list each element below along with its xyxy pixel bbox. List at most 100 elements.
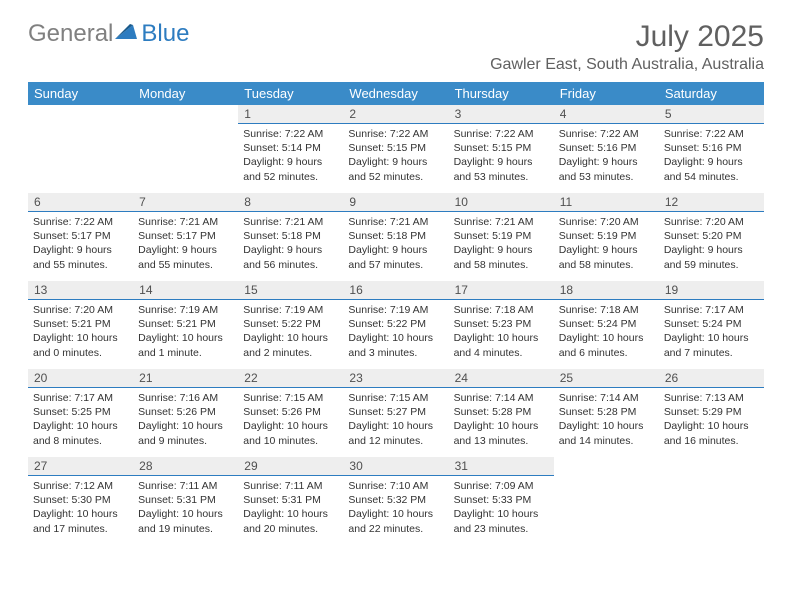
calendar-day-cell: 16Sunrise: 7:19 AMSunset: 5:22 PMDayligh… bbox=[343, 281, 448, 369]
day-content: Sunrise: 7:17 AMSunset: 5:25 PMDaylight:… bbox=[28, 388, 133, 451]
sunrise-line: Sunrise: 7:14 AM bbox=[559, 391, 654, 405]
day-number: 6 bbox=[28, 193, 133, 212]
day-content: Sunrise: 7:15 AMSunset: 5:27 PMDaylight:… bbox=[343, 388, 448, 451]
sunrise-line: Sunrise: 7:21 AM bbox=[243, 215, 338, 229]
day-header: Thursday bbox=[449, 82, 554, 105]
calendar-day-cell: 1Sunrise: 7:22 AMSunset: 5:14 PMDaylight… bbox=[238, 105, 343, 193]
daylight-line: Daylight: 10 hours and 10 minutes. bbox=[243, 419, 338, 447]
daylight-line: Daylight: 9 hours and 58 minutes. bbox=[559, 243, 654, 271]
sunset-line: Sunset: 5:22 PM bbox=[243, 317, 338, 331]
sunrise-line: Sunrise: 7:21 AM bbox=[454, 215, 549, 229]
daylight-line: Daylight: 9 hours and 53 minutes. bbox=[559, 155, 654, 183]
calendar-table: SundayMondayTuesdayWednesdayThursdayFrid… bbox=[28, 82, 764, 545]
logo-triangle-icon bbox=[115, 20, 139, 48]
day-number: 22 bbox=[238, 369, 343, 388]
logo: General Blue bbox=[28, 20, 189, 48]
calendar-day-cell: 8Sunrise: 7:21 AMSunset: 5:18 PMDaylight… bbox=[238, 193, 343, 281]
sunrise-line: Sunrise: 7:15 AM bbox=[348, 391, 443, 405]
day-number: 28 bbox=[133, 457, 238, 476]
sunset-line: Sunset: 5:16 PM bbox=[559, 141, 654, 155]
sunset-line: Sunset: 5:26 PM bbox=[243, 405, 338, 419]
sunset-line: Sunset: 5:20 PM bbox=[664, 229, 759, 243]
calendar-day-cell: 31Sunrise: 7:09 AMSunset: 5:33 PMDayligh… bbox=[449, 457, 554, 545]
sunset-line: Sunset: 5:27 PM bbox=[348, 405, 443, 419]
page-header: General Blue July 2025 Gawler East, Sout… bbox=[28, 20, 764, 74]
day-number: 21 bbox=[133, 369, 238, 388]
daylight-line: Daylight: 9 hours and 56 minutes. bbox=[243, 243, 338, 271]
daylight-line: Daylight: 9 hours and 53 minutes. bbox=[454, 155, 549, 183]
sunset-line: Sunset: 5:17 PM bbox=[138, 229, 233, 243]
sunrise-line: Sunrise: 7:22 AM bbox=[664, 127, 759, 141]
calendar-day-cell: 25Sunrise: 7:14 AMSunset: 5:28 PMDayligh… bbox=[554, 369, 659, 457]
calendar-empty-cell bbox=[659, 457, 764, 545]
day-number: 15 bbox=[238, 281, 343, 300]
sunrise-line: Sunrise: 7:11 AM bbox=[138, 479, 233, 493]
calendar-day-cell: 30Sunrise: 7:10 AMSunset: 5:32 PMDayligh… bbox=[343, 457, 448, 545]
daylight-line: Daylight: 10 hours and 1 minute. bbox=[138, 331, 233, 359]
day-content: Sunrise: 7:20 AMSunset: 5:20 PMDaylight:… bbox=[659, 212, 764, 275]
day-number: 1 bbox=[238, 105, 343, 124]
sunrise-line: Sunrise: 7:20 AM bbox=[664, 215, 759, 229]
calendar-day-cell: 21Sunrise: 7:16 AMSunset: 5:26 PMDayligh… bbox=[133, 369, 238, 457]
day-number: 23 bbox=[343, 369, 448, 388]
calendar-day-cell: 13Sunrise: 7:20 AMSunset: 5:21 PMDayligh… bbox=[28, 281, 133, 369]
day-content: Sunrise: 7:19 AMSunset: 5:22 PMDaylight:… bbox=[238, 300, 343, 363]
sunset-line: Sunset: 5:15 PM bbox=[348, 141, 443, 155]
day-content: Sunrise: 7:22 AMSunset: 5:15 PMDaylight:… bbox=[449, 124, 554, 187]
day-content: Sunrise: 7:14 AMSunset: 5:28 PMDaylight:… bbox=[449, 388, 554, 451]
sunrise-line: Sunrise: 7:19 AM bbox=[138, 303, 233, 317]
sunrise-line: Sunrise: 7:18 AM bbox=[454, 303, 549, 317]
sunset-line: Sunset: 5:14 PM bbox=[243, 141, 338, 155]
daylight-line: Daylight: 10 hours and 14 minutes. bbox=[559, 419, 654, 447]
day-content: Sunrise: 7:21 AMSunset: 5:18 PMDaylight:… bbox=[238, 212, 343, 275]
calendar-day-cell: 17Sunrise: 7:18 AMSunset: 5:23 PMDayligh… bbox=[449, 281, 554, 369]
calendar-day-cell: 27Sunrise: 7:12 AMSunset: 5:30 PMDayligh… bbox=[28, 457, 133, 545]
day-number: 8 bbox=[238, 193, 343, 212]
calendar-day-cell: 19Sunrise: 7:17 AMSunset: 5:24 PMDayligh… bbox=[659, 281, 764, 369]
calendar-body: 1 Sunrise: 7:22 AM Sunset: 5:14 PM Daylight… bbox=[28, 105, 764, 545]
day-number: 27 bbox=[28, 457, 133, 476]
daylight-line: Daylight: 9 hours and 57 minutes. bbox=[348, 243, 443, 271]
sunrise-line: Sunrise: 7:13 AM bbox=[664, 391, 759, 405]
day-content: Sunrise: 7:21 AMSunset: 5:19 PMDaylight:… bbox=[449, 212, 554, 275]
sunset-line: Sunset: 5:29 PM bbox=[664, 405, 759, 419]
daylight-line: Daylight: 10 hours and 2 minutes. bbox=[243, 331, 338, 359]
daylight-line: Daylight: 10 hours and 16 minutes. bbox=[664, 419, 759, 447]
sunrise-line: Sunrise: 7:15 AM bbox=[243, 391, 338, 405]
sunset-line: Sunset: 5:21 PM bbox=[138, 317, 233, 331]
calendar-day-cell: 2Sunrise: 7:22 AMSunset: 5:15 PMDaylight… bbox=[343, 105, 448, 193]
day-number: 30 bbox=[343, 457, 448, 476]
day-header: Friday bbox=[554, 82, 659, 105]
day-number: 7 bbox=[133, 193, 238, 212]
calendar-day-cell: 20Sunrise: 7:17 AMSunset: 5:25 PMDayligh… bbox=[28, 369, 133, 457]
daylight-line: Daylight: 10 hours and 12 minutes. bbox=[348, 419, 443, 447]
daylight-line: Daylight: 10 hours and 19 minutes. bbox=[138, 507, 233, 535]
day-content: Sunrise: 7:17 AMSunset: 5:24 PMDaylight:… bbox=[659, 300, 764, 363]
day-content: Sunrise: 7:19 AMSunset: 5:21 PMDaylight:… bbox=[133, 300, 238, 363]
day-content: Sunrise: 7:21 AMSunset: 5:17 PMDaylight:… bbox=[133, 212, 238, 275]
daylight-line: Daylight: 9 hours and 59 minutes. bbox=[664, 243, 759, 271]
daylight-line: Daylight: 10 hours and 4 minutes. bbox=[454, 331, 549, 359]
calendar-day-cell: 23Sunrise: 7:15 AMSunset: 5:27 PMDayligh… bbox=[343, 369, 448, 457]
day-number: 2 bbox=[343, 105, 448, 124]
day-number: 5 bbox=[659, 105, 764, 124]
title-block: July 2025 Gawler East, South Australia, … bbox=[490, 20, 764, 74]
daylight-line: Daylight: 10 hours and 20 minutes. bbox=[243, 507, 338, 535]
sunset-line: Sunset: 5:19 PM bbox=[559, 229, 654, 243]
day-content: Sunrise: 7:18 AMSunset: 5:23 PMDaylight:… bbox=[449, 300, 554, 363]
sunrise-line: Sunrise: 7:11 AM bbox=[243, 479, 338, 493]
day-number: 14 bbox=[133, 281, 238, 300]
sunset-line: Sunset: 5:25 PM bbox=[33, 405, 128, 419]
calendar-day-cell: 14Sunrise: 7:19 AMSunset: 5:21 PMDayligh… bbox=[133, 281, 238, 369]
day-header: Tuesday bbox=[238, 82, 343, 105]
day-header: Sunday bbox=[28, 82, 133, 105]
logo-text-1: General bbox=[28, 20, 113, 48]
daylight-line: Daylight: 10 hours and 7 minutes. bbox=[664, 331, 759, 359]
sunrise-line: Sunrise: 7:17 AM bbox=[664, 303, 759, 317]
calendar-day-cell: 22 Sunrise: 7:15 AMSunset: 5:26 PMDayligh… bbox=[238, 369, 343, 457]
sunrise-line: Sunrise: 7:14 AM bbox=[454, 391, 549, 405]
calendar-week-row: 27Sunrise: 7:12 AMSunset: 5:30 PMDayligh… bbox=[28, 457, 764, 545]
day-number: 12 bbox=[659, 193, 764, 212]
day-content: Sunrise: 7:20 AMSunset: 5:21 PMDaylight:… bbox=[28, 300, 133, 363]
calendar-week-row: 13Sunrise: 7:20 AMSunset: 5:21 PMDayligh… bbox=[28, 281, 764, 369]
